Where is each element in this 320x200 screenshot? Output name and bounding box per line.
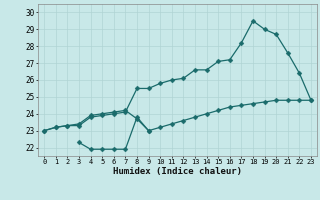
X-axis label: Humidex (Indice chaleur): Humidex (Indice chaleur) — [113, 167, 242, 176]
